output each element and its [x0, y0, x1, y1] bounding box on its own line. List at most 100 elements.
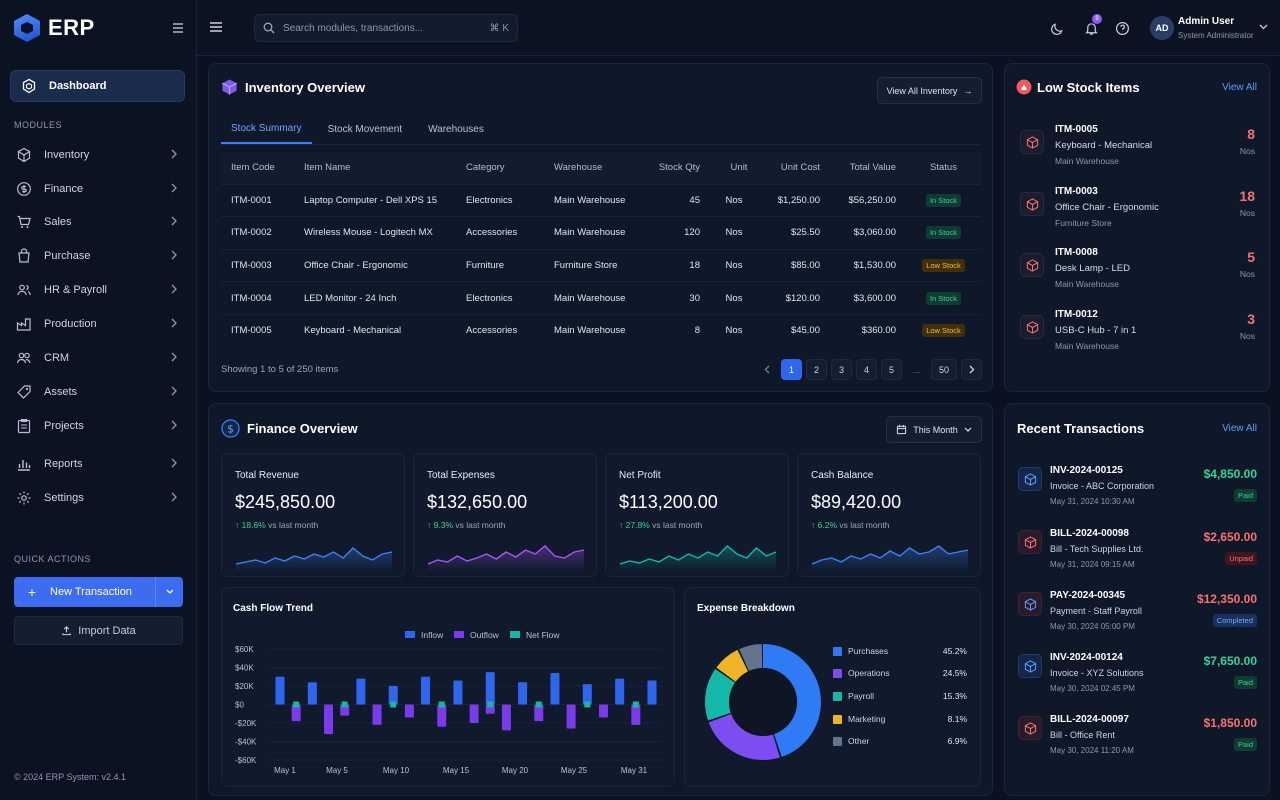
page-button[interactable]: 3 — [831, 359, 852, 380]
page-button[interactable]: 1 — [781, 359, 802, 380]
recent-transactions-title: Recent Transactions — [1017, 421, 1145, 436]
column-header-unit-cost[interactable]: Unit Cost — [758, 152, 830, 184]
page-button[interactable]: 4 — [856, 359, 877, 380]
page-button[interactable]: 50 — [931, 359, 957, 380]
sidebar-item-inventory[interactable]: Inventory — [10, 141, 185, 169]
cell-item-name: LED Monitor - 24 Inch — [294, 281, 456, 315]
transaction-item[interactable]: BILL-2024-00097 Bill - Office Rent May 30,… — [1015, 714, 1260, 764]
low-stock-item[interactable]: ITM-0003 Office Chair - Ergonomic Furnitur… — [1015, 186, 1260, 240]
expense-legend-item[interactable]: Payroll 15.3% — [833, 691, 967, 701]
expense-legend-item[interactable]: Other 6.9% — [833, 736, 967, 746]
search-bar[interactable]: ⌘ K — [254, 14, 518, 42]
kpi-delta: ↑ 18.6% vs last month — [235, 520, 318, 530]
new-transaction-button[interactable]: + New Transaction — [14, 577, 183, 607]
kpi-card-cash-balance[interactable]: Cash Balance $89,420.00 ↑ 6.2% vs last mon… — [797, 453, 981, 577]
table-row[interactable]: ITM-0003 Office Chair - Ergonomic Furnitur… — [221, 248, 981, 282]
status-badge: In Stock — [925, 291, 962, 305]
page-button[interactable]: 2 — [806, 359, 827, 380]
item-name: Office Chair - Ergonomic — [1055, 202, 1159, 213]
sidebar-item-sales[interactable]: Sales — [10, 208, 185, 236]
sidebar-item-crm[interactable]: CRM — [10, 344, 185, 372]
new-transaction-label: New Transaction — [50, 586, 132, 598]
low-stock-item[interactable]: ITM-0012 USB-C Hub - 7 in 1 Main Warehouse… — [1015, 309, 1260, 363]
transaction-item[interactable]: INV-2024-00125 Invoice - ABC Corporation M… — [1015, 465, 1260, 515]
donut-slice-purchases[interactable] — [705, 644, 821, 760]
tab-stock-movement[interactable]: Stock Movement — [327, 123, 403, 135]
transaction-desc: Bill - Tech Supplies Ltd. — [1050, 544, 1144, 554]
chevron-down-icon[interactable] — [155, 577, 183, 607]
user-menu-chevron-icon[interactable] — [1259, 24, 1268, 30]
brand[interactable]: ERP — [14, 14, 95, 42]
sidebar-item-dashboard[interactable]: Dashboard — [10, 70, 185, 102]
help-icon[interactable] — [1113, 19, 1131, 37]
notifications-bell-icon[interactable]: 9 — [1082, 14, 1102, 37]
inflow-bar — [615, 678, 625, 705]
donut-slice-operations[interactable] — [705, 644, 821, 760]
prev-page-button[interactable] — [756, 359, 777, 380]
page-button[interactable]: 5 — [881, 359, 902, 380]
column-header-warehouse[interactable]: Warehouse — [544, 152, 648, 184]
table-row[interactable]: ITM-0002 Wireless Mouse - Logitech MX Acce… — [221, 216, 981, 250]
period-select[interactable]: This Month — [886, 416, 982, 443]
donut-slice-payroll[interactable] — [705, 644, 821, 760]
tab-warehouses[interactable]: Warehouses — [428, 123, 484, 135]
sidebar-item-finance[interactable]: Finance — [10, 175, 185, 203]
sidebar-item-production[interactable]: Production — [10, 310, 185, 338]
low-stock-item[interactable]: ITM-0008 Desk Lamp - LED Main Warehouse 5 No… — [1015, 247, 1260, 301]
sidebar-item-projects[interactable]: Projects — [10, 412, 185, 440]
column-header-stock-qty[interactable]: Stock Qty — [648, 152, 710, 184]
transaction-item[interactable]: BILL-2024-00098 Bill - Tech Supplies Ltd.… — [1015, 528, 1260, 578]
next-page-button[interactable] — [961, 359, 982, 380]
user-name[interactable]: Admin User — [1178, 16, 1235, 27]
avatar[interactable]: AD — [1150, 16, 1174, 40]
low-stock-view-all-link[interactable]: View All — [1222, 82, 1257, 93]
sidebar-item-assets[interactable]: Assets — [10, 378, 185, 406]
menu-icon[interactable] — [209, 20, 223, 34]
x-tick-label: May 20 — [502, 766, 529, 775]
transactions-view-all-link[interactable]: View All — [1222, 423, 1257, 434]
sidebar-item-hr-payroll[interactable]: HR & Payroll — [10, 276, 185, 304]
user-role: System Administrator — [1178, 31, 1254, 40]
search-input[interactable] — [283, 22, 482, 34]
expense-legend-item[interactable]: Marketing 8.1% — [833, 714, 967, 724]
column-header-category[interactable]: Category — [456, 152, 544, 184]
table-row[interactable]: ITM-0005 Keyboard - Mechanical Accessories… — [221, 313, 981, 347]
finance-icon — [17, 182, 31, 196]
cash-flow-chart-card: Cash Flow Trend Inflow Outflow Net Flow $60… — [221, 587, 675, 787]
sidebar-item-reports[interactable]: Reports — [10, 450, 185, 478]
low-stock-item[interactable]: ITM-0005 Keyboard - Mechanical Main Wareho… — [1015, 124, 1260, 178]
collapse-sidebar-icon[interactable] — [170, 20, 186, 36]
expense-legend-item[interactable]: Operations 24.5% — [833, 668, 967, 678]
x-tick-label: May 15 — [443, 766, 470, 775]
theme-toggle-icon[interactable] — [1048, 19, 1066, 37]
column-header-item-code[interactable]: Item Code — [221, 152, 294, 184]
column-header-item-name[interactable]: Item Name — [294, 152, 456, 184]
column-header-total-value[interactable]: Total Value — [830, 152, 906, 184]
status-badge: In Stock — [925, 193, 962, 207]
kpi-card-net-profit[interactable]: Net Profit $113,200.00 ↑ 27.8% vs last mon… — [605, 453, 789, 577]
sidebar-item-settings[interactable]: Settings — [10, 484, 185, 512]
item-qty: 18 — [1239, 188, 1255, 204]
legend-swatch — [833, 691, 842, 701]
cell-total-value: $3,060.00 — [830, 216, 906, 250]
topbar: ⌘ K — [197, 0, 1280, 56]
inflow-bar — [453, 680, 463, 705]
kpi-card-total-expenses[interactable]: Total Expenses $132,650.00 ↑ 9.3% vs last … — [413, 453, 597, 577]
transaction-item[interactable]: INV-2024-00124 Invoice - XYZ Solutions May… — [1015, 652, 1260, 702]
table-row[interactable]: ITM-0004 LED Monitor - 24 Inch Electronics… — [221, 281, 981, 315]
import-data-button[interactable]: Import Data — [14, 616, 183, 645]
cell-item-name: Wireless Mouse - Logitech MX — [294, 216, 456, 250]
outflow-bar — [372, 704, 382, 725]
expense-label: Purchases — [848, 646, 889, 656]
kpi-card-total-revenue[interactable]: Total Revenue $245,850.00 ↑ 18.6% vs last … — [221, 453, 405, 577]
expense-legend-item[interactable]: Purchases 45.2% — [833, 646, 967, 656]
cell-item-name: Laptop Computer - Dell XPS 15 — [294, 183, 456, 217]
transaction-item[interactable]: PAY-2024-00345 Payment - Staff Payroll May… — [1015, 590, 1260, 640]
column-header-unit[interactable]: Unit — [710, 152, 758, 184]
column-header-status[interactable]: Status — [906, 152, 981, 184]
tab-stock-summary[interactable]: Stock Summary — [221, 114, 312, 144]
sidebar-item-purchase[interactable]: Purchase — [10, 242, 185, 270]
view-all-inventory-button[interactable]: View All Inventory → — [877, 77, 982, 104]
table-row[interactable]: ITM-0001 Laptop Computer - Dell XPS 15 Ele… — [221, 183, 981, 217]
crm-icon — [16, 352, 31, 364]
